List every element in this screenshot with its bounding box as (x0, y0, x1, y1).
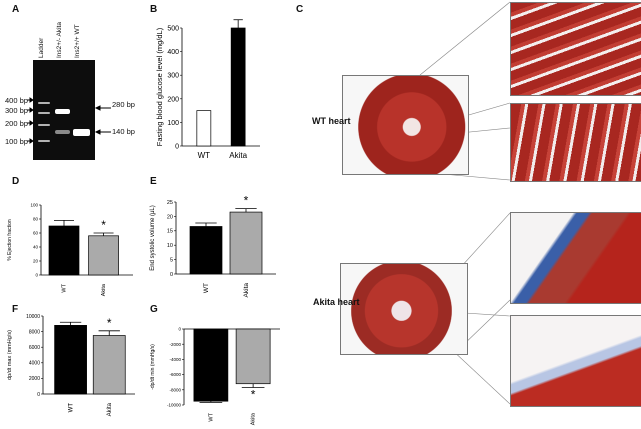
y-tick-label: 8000 (29, 329, 40, 335)
akita-zoom-top-image (510, 212, 641, 304)
category-label: WT (62, 283, 68, 292)
y-tick-label: -2000 (169, 342, 181, 347)
lane-label-wt: Ins2+/+ WT (74, 24, 81, 58)
bar-akita (235, 328, 271, 385)
y-tick-label: 4000 (29, 361, 40, 367)
y-tick-label: 5 (170, 258, 173, 264)
ladder-mark-400: 400 bp (5, 96, 28, 105)
panel-label-g: G (150, 304, 158, 315)
y-tick-label: 0 (175, 143, 179, 150)
category-label: WT (208, 412, 214, 421)
y-axis-label: End systolic volume (μL) (150, 205, 156, 270)
y-tick-label: 100 (167, 120, 179, 127)
panel-label-c: C (296, 4, 304, 15)
y-tick-label: 300 (167, 73, 179, 80)
category-label: WT (203, 283, 210, 293)
category-label: WT (198, 151, 211, 160)
bar-wt (193, 328, 229, 402)
y-tick-label: 80 (33, 217, 39, 222)
y-tick-label: 25 (167, 200, 173, 206)
ladder-mark-100: 100 bp (5, 137, 28, 146)
significance-star: * (251, 388, 256, 402)
akita-heart-label: Akita heart (313, 297, 360, 307)
significance-star: * (236, 18, 241, 19)
bar-wt (54, 325, 87, 395)
y-tick-label: 20 (167, 214, 173, 220)
panel-label-b: B (150, 4, 158, 15)
y-tick-label: 0 (178, 327, 181, 332)
bar-wt (196, 110, 212, 147)
y-axis-label: Fasting blood glucose level (mg/dL) (155, 27, 164, 146)
y-tick-label: 20 (33, 259, 39, 264)
band-label-140: 140 bp (112, 127, 135, 136)
akita-zoom-bottom-image (510, 315, 641, 407)
y-tick-label: 0 (35, 273, 38, 278)
bar-wt (48, 225, 80, 276)
chart-glucose: 0 100 200 300 400 500 WT Akita * Fasting blood gl… (155, 18, 260, 160)
y-tick-label: -10000 (167, 403, 182, 408)
wt-heart-image (342, 75, 469, 175)
significance-star: * (101, 218, 106, 232)
wt-zoom-bottom-image (510, 103, 641, 182)
chart-dpdt-min: 0 -2000 -4000 -6000 -8000 -10000 WT Akita * -dp/d… (150, 327, 280, 425)
y-tick-label: 2000 (29, 376, 40, 382)
chart-ejection-fraction: 0 20 40 60 80 100 WT Akita * % Ejection fraction (7, 203, 133, 296)
y-tick-label: -8000 (169, 387, 181, 392)
y-axis-label: -dp/dt min (mmHg/s) (150, 344, 156, 390)
y-tick-label: 15 (167, 229, 173, 235)
y-tick-label: 400 (167, 49, 179, 56)
category-label: Akita (101, 283, 107, 296)
y-tick-label: -4000 (169, 357, 181, 362)
y-axis-label: dp/dt max (mmHg/s) (7, 330, 13, 380)
panel-label-d: D (12, 176, 20, 187)
lane-label-ladder: Ladder (38, 37, 45, 58)
category-label: Akita (107, 402, 113, 416)
ladder-mark-200: 200 bp (5, 119, 28, 128)
significance-star: * (107, 316, 112, 330)
category-label: Akita (229, 151, 247, 160)
y-tick-label: -6000 (169, 372, 181, 377)
gel-image (33, 60, 95, 160)
lane-label-akita: Ins2+/- Akita (56, 22, 63, 58)
bar-akita (230, 27, 246, 147)
y-tick-label: 10 (167, 243, 173, 249)
y-tick-label: 0 (37, 392, 40, 398)
band-label-280: 280 bp (112, 100, 135, 109)
bar-akita (88, 235, 119, 276)
panel-label-f: F (12, 304, 19, 315)
gel-arrows (27, 97, 111, 144)
wt-zoom-top-image (510, 2, 641, 96)
category-label: WT (68, 403, 74, 413)
panel-label-e: E (150, 176, 157, 187)
akita-heart-image (340, 263, 468, 355)
category-label: Akita (251, 412, 257, 425)
bar-wt (189, 226, 223, 275)
significance-star: * (244, 194, 249, 208)
y-tick-label: 40 (33, 245, 39, 250)
bar-akita (92, 335, 126, 395)
ladder-mark-300: 300 bp (5, 106, 28, 115)
bar-akita (229, 211, 263, 275)
y-tick-label: 10000 (26, 314, 40, 320)
chart-end-systolic-volume: 0 5 10 15 20 25 WT Akita * End systolic volume (μ… (150, 194, 276, 298)
y-tick-label: 60 (33, 231, 39, 236)
y-tick-label: 6000 (29, 345, 40, 351)
y-tick-label: 100 (30, 203, 38, 208)
y-axis-label: % Ejection fraction (7, 219, 13, 261)
y-tick-label: 200 (167, 96, 179, 103)
y-tick-label: 500 (167, 25, 179, 32)
category-label: Akita (243, 283, 250, 298)
panel-label-a: A (12, 4, 20, 15)
wt-heart-label: WT heart (312, 116, 351, 126)
y-tick-label: 0 (170, 272, 173, 278)
chart-dpdt-max: 0 2000 4000 6000 8000 10000 WT Akita * dp/dt max … (7, 314, 135, 416)
